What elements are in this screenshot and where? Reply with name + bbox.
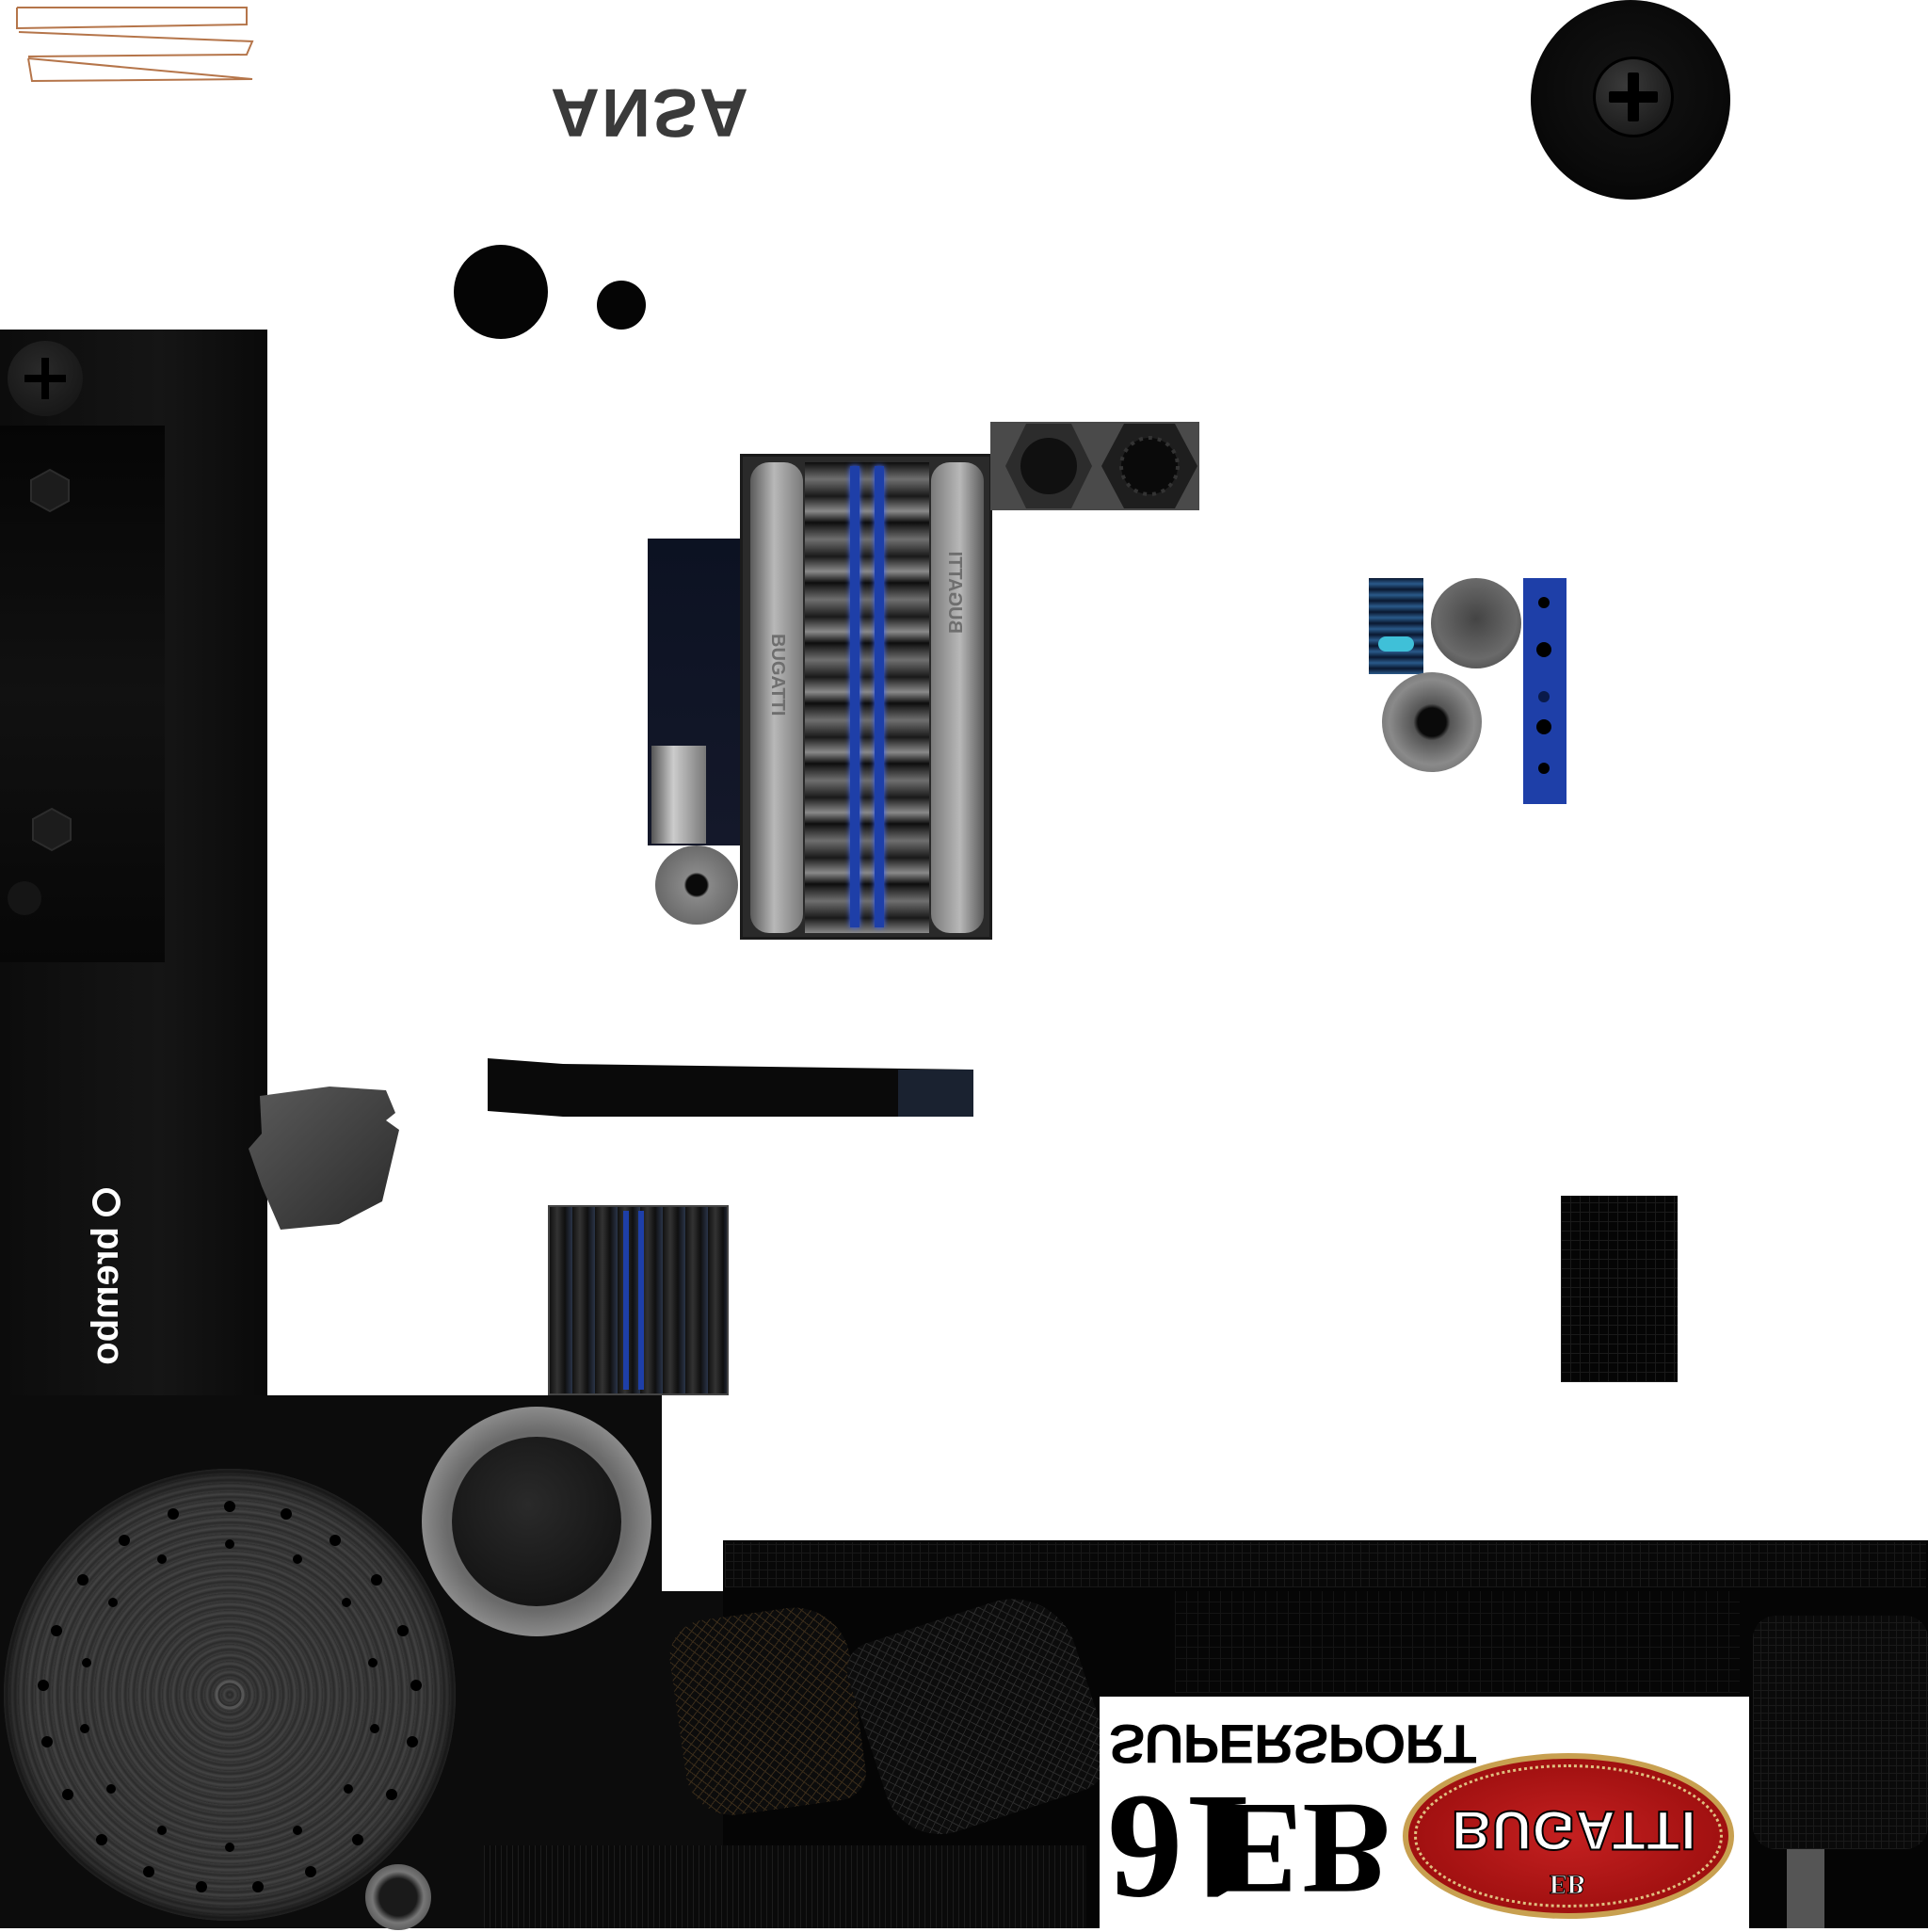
bolt-hole (8, 881, 41, 915)
plus-screw-icon (8, 341, 83, 416)
strut-hole (1536, 719, 1551, 734)
spring-part (1369, 578, 1423, 674)
spring-part-glow (1378, 636, 1414, 652)
grey-cone-part (1431, 578, 1521, 668)
metal-bracket (249, 1087, 399, 1230)
disc-drill-holes (38, 1501, 422, 1892)
engine-grey-cap (655, 845, 738, 925)
exhaust-ring (422, 1407, 651, 1636)
mesh-tile (1561, 1196, 1678, 1382)
strut-hole (1538, 691, 1550, 702)
hex-nut-icon (1101, 424, 1197, 508)
brake-disc (4, 1469, 456, 1921)
intake-manifold-right (931, 462, 984, 933)
manifold-bugatti-text-left: BUGATTI (767, 634, 788, 716)
brembo-logo-mark (91, 1188, 120, 1216)
grille-bottom-strip (484, 1845, 1086, 1928)
fuel-rail-left (850, 466, 860, 927)
black-dot-large (454, 245, 548, 339)
grille-grey-post (1787, 1849, 1824, 1928)
trim-strip-outline (16, 7, 254, 83)
screw-disc (1531, 0, 1730, 200)
engine-detail-tile (548, 1205, 729, 1395)
small-grey-ring (365, 1864, 431, 1930)
eb-monogram: EB (1214, 1776, 1390, 1922)
fuel-rail-right (875, 466, 884, 927)
grey-washer-part (1382, 672, 1482, 772)
strut-hole (1538, 763, 1550, 774)
trim-bar (488, 1058, 973, 1117)
ansa-logo-text: ANSA (551, 74, 751, 150)
strut-hole (1536, 642, 1551, 657)
plus-screw-icon (1593, 56, 1674, 137)
brembo-logo-text: brembo (85, 1227, 126, 1365)
w16-engine-top: BUGATTI BUGATTI (740, 454, 992, 940)
engine-tile-rail (623, 1211, 629, 1390)
hex-nut-icon (30, 468, 70, 513)
exhaust-ring-hole (452, 1437, 621, 1606)
manifold-bugatti-text-right: BUGATTI (944, 551, 965, 634)
intake-manifold-left (750, 462, 803, 933)
engine-cylinder-piece (651, 746, 706, 844)
grille-mesh-area (1175, 1591, 1740, 1693)
air-intake-mesh-left (665, 1600, 870, 1822)
bugatti-badge-text: BUGATTI (1451, 1798, 1697, 1861)
hex-nut-icon (1005, 424, 1092, 508)
bugatti-oval-badge: BUGATTI EB (1403, 1753, 1734, 1919)
strut-hole (1538, 597, 1550, 608)
engine-tile-rail (638, 1211, 644, 1390)
bugatti-oval-inner-ring (1414, 1764, 1723, 1908)
cylinder-bank (805, 462, 929, 933)
brembo-logo: brembo (85, 1188, 127, 1365)
caliper-inner-panel (0, 426, 165, 962)
grille-mesh-strip (725, 1542, 1926, 1587)
grille-corner-mesh (1753, 1616, 1928, 1849)
black-dot-small (597, 281, 646, 330)
bugatti-badge-monogram: EB (1550, 1869, 1585, 1899)
hex-nut-icon (32, 807, 72, 852)
blue-strut (1523, 578, 1566, 804)
